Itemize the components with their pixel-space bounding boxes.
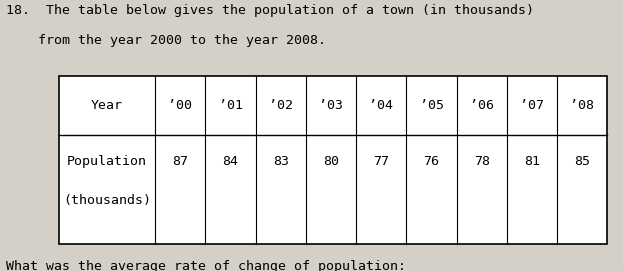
Text: 85: 85 (574, 156, 591, 169)
Text: ’06: ’06 (470, 99, 494, 112)
Text: 80: 80 (323, 156, 339, 169)
Text: ’04: ’04 (369, 99, 393, 112)
Text: Year: Year (91, 99, 123, 112)
Text: 76: 76 (424, 156, 440, 169)
Text: from the year 2000 to the year 2008.: from the year 2000 to the year 2008. (6, 34, 326, 47)
Text: 81: 81 (524, 156, 540, 169)
Text: 84: 84 (222, 156, 239, 169)
Text: 78: 78 (473, 156, 490, 169)
Text: ’07: ’07 (520, 99, 544, 112)
Text: 87: 87 (172, 156, 188, 169)
Text: (thousands): (thousands) (63, 194, 151, 207)
Text: What was the average rate of change of population:: What was the average rate of change of p… (6, 260, 406, 271)
Text: ’05: ’05 (419, 99, 444, 112)
Text: ’00: ’00 (168, 99, 193, 112)
Text: ’03: ’03 (319, 99, 343, 112)
Text: Population: Population (67, 156, 147, 169)
Text: 83: 83 (273, 156, 289, 169)
Text: ’01: ’01 (219, 99, 242, 112)
Text: ’02: ’02 (269, 99, 293, 112)
Text: ’08: ’08 (570, 99, 594, 112)
Text: 18.  The table below gives the population of a town (in thousands): 18. The table below gives the population… (6, 4, 535, 17)
Text: 77: 77 (373, 156, 389, 169)
